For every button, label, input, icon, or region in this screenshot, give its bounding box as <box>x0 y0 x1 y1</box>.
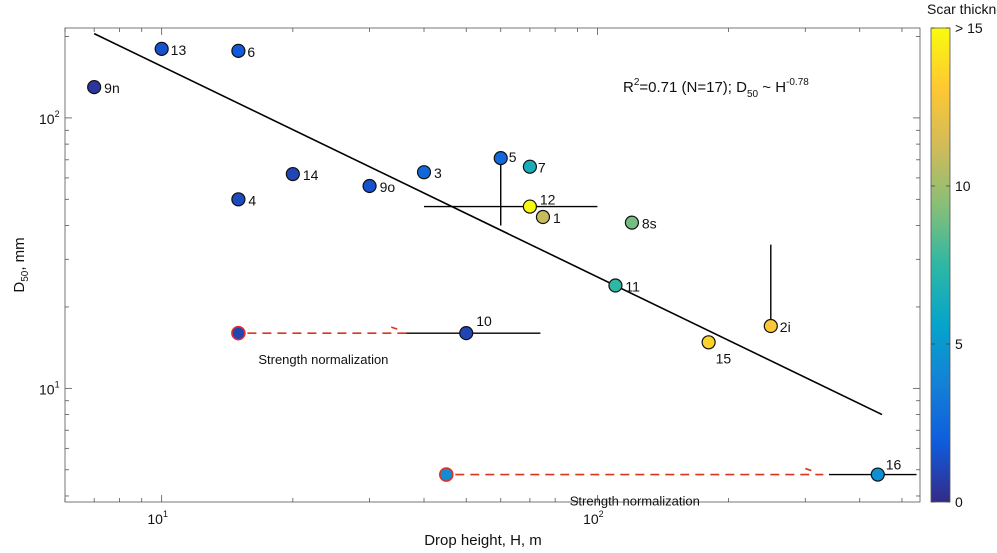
data-point <box>285 166 300 182</box>
plot-frame <box>64 27 921 503</box>
annotation-sim: ~ H <box>758 79 786 96</box>
data-point <box>763 318 778 334</box>
point-label: 1 <box>553 210 561 226</box>
point-label: 14 <box>303 167 319 183</box>
colorbar-tick-label: 5 <box>955 336 963 352</box>
normalization-arrowhead <box>390 326 398 330</box>
data-point <box>701 335 716 350</box>
annotation-r2-text: =0.71 (N=17); D <box>639 79 747 96</box>
x-tick-label: 102 <box>583 509 604 527</box>
colorbar-tick-label: 10 <box>955 178 971 194</box>
data-point <box>535 209 551 225</box>
y-tick-label-exp: 1 <box>55 379 60 389</box>
colorbar-ticks: 0 5 10 > 15 <box>931 20 983 510</box>
data-point <box>154 41 169 56</box>
annotation-h-sup: -0.78 <box>786 77 809 88</box>
normalization-origin-point <box>438 467 454 482</box>
point-label: 12 <box>540 192 556 208</box>
normalization-label: Strength normalization <box>570 494 700 509</box>
point-label: 13 <box>171 42 187 58</box>
x-tick-label-exp: 1 <box>163 509 168 519</box>
point-label: 6 <box>247 44 255 60</box>
x-tick-label-base: 10 <box>583 511 599 527</box>
annotation-r: R <box>623 79 634 96</box>
fit-line <box>93 32 883 416</box>
point-label: 7 <box>538 160 546 176</box>
point-label-layer: 13 6 9n 14 9o 3 4 5 7 12 1 8s 11 2i 10 15 16 <box>104 42 901 473</box>
y-axis-label: D50, mm <box>11 237 31 292</box>
y-tick-label-base: 10 <box>39 381 55 397</box>
point-label: 15 <box>716 350 732 366</box>
normalization-label: Strength normalization <box>258 352 388 367</box>
colorbar-tick-label: 0 <box>955 494 963 510</box>
point-label: 10 <box>476 313 492 329</box>
normalization-layer: Strength normalization Strength normaliza… <box>231 325 824 509</box>
data-point <box>87 79 102 95</box>
point-label: 16 <box>886 457 902 473</box>
normalization-arrowhead <box>805 467 812 472</box>
x-tick-label: 101 <box>147 509 168 527</box>
fit-annotation: R2=0.71 (N=17); D50 ~ H-0.78 <box>623 77 809 100</box>
points-layer <box>87 41 885 482</box>
annotation-d-sub: 50 <box>747 89 759 100</box>
x-tick-label-base: 10 <box>147 511 163 527</box>
y-axis-label-tail: , mm <box>11 237 28 270</box>
y-tick-label: 101 <box>39 379 60 397</box>
data-point <box>624 215 640 230</box>
colorbar-title: Scar thickness, m <box>927 1 997 17</box>
data-point <box>522 159 538 174</box>
point-label: 11 <box>625 279 640 295</box>
x-axis-label: Drop height, H, m <box>424 532 542 549</box>
point-label: 8s <box>642 216 657 232</box>
colorbar <box>930 27 951 503</box>
point-label: 4 <box>248 192 256 208</box>
y-tick-label: 102 <box>39 109 60 127</box>
data-point <box>459 326 474 341</box>
y-axis-label-sub: 50 <box>20 270 31 282</box>
data-point <box>416 165 432 180</box>
x-tick-label-exp: 2 <box>599 509 604 519</box>
data-point <box>493 151 508 166</box>
data-point <box>231 43 246 58</box>
colorbar-tick-label: > 15 <box>955 20 983 36</box>
data-point <box>362 178 377 194</box>
point-label: 5 <box>509 149 517 165</box>
y-axis-label-main: D <box>11 282 28 293</box>
data-point <box>522 199 538 214</box>
point-label: 9o <box>380 179 396 195</box>
point-label: 2i <box>780 319 791 335</box>
y-tick-label-base: 10 <box>39 111 55 127</box>
point-label: 9n <box>104 80 120 96</box>
data-point <box>608 278 623 293</box>
point-label: 3 <box>434 165 442 181</box>
data-point <box>870 467 885 482</box>
y-tick-label-exp: 2 <box>55 109 60 119</box>
annotation-r2-sup: 2 <box>634 77 640 88</box>
fit-layer <box>93 32 883 416</box>
normalization-origin-point <box>231 325 246 341</box>
data-point <box>231 192 246 207</box>
